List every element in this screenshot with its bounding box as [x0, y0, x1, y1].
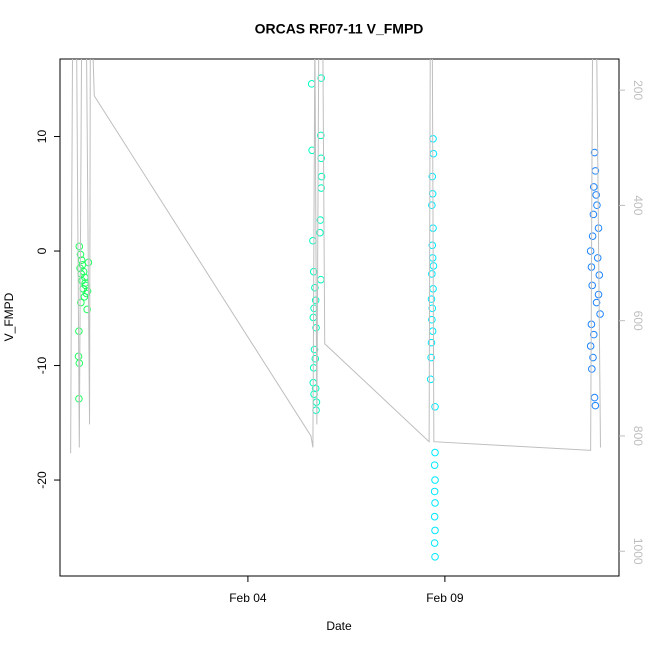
point [430, 487, 439, 496]
point [593, 254, 602, 262]
point [310, 345, 319, 354]
point [316, 228, 324, 237]
point [591, 401, 600, 410]
point [428, 315, 436, 324]
y2-tick-label: 1000 [631, 538, 645, 565]
point [428, 172, 437, 181]
point [428, 201, 436, 210]
point [431, 526, 439, 535]
y2-tick-label: 200 [631, 80, 645, 100]
point [311, 384, 320, 393]
point [588, 281, 597, 290]
point [596, 310, 604, 318]
point [427, 295, 436, 303]
point [428, 270, 436, 278]
point [431, 476, 439, 484]
point [311, 354, 320, 363]
point [430, 461, 439, 469]
point [428, 241, 437, 250]
point [428, 304, 437, 313]
point [80, 293, 89, 301]
point [316, 131, 325, 140]
point [83, 287, 92, 295]
point [77, 298, 85, 307]
y-tick-label: -20 [35, 471, 49, 489]
point [311, 283, 319, 292]
plot-frame [59, 58, 620, 577]
point [429, 149, 438, 158]
y2-tick-label: 600 [631, 311, 645, 331]
point [316, 275, 325, 284]
point [588, 232, 597, 240]
point [589, 210, 598, 219]
point [431, 402, 439, 411]
y2-tick-label: 800 [631, 426, 645, 446]
chart-title: ORCAS RF07-11 V_FMPD [255, 21, 424, 37]
point [427, 353, 435, 362]
point [590, 393, 599, 402]
point [427, 338, 436, 347]
point [431, 552, 439, 561]
y2-tick-label: 400 [631, 195, 645, 215]
point [311, 296, 320, 305]
point [593, 201, 601, 210]
y-tick-label: 0 [35, 247, 49, 254]
y-axis-title: V_FMPD [2, 292, 16, 341]
point [307, 80, 316, 88]
point [586, 247, 595, 255]
pressure-line [70, 59, 601, 454]
point [75, 242, 84, 251]
point [309, 236, 317, 245]
point [430, 539, 439, 547]
x-axis-title: Date [326, 619, 352, 633]
point [431, 448, 439, 457]
y-tick-label: -10 [35, 357, 49, 375]
point [588, 365, 596, 373]
point [589, 183, 598, 191]
point [430, 512, 439, 521]
point [428, 327, 437, 335]
point [431, 499, 439, 507]
x-tick-label: Feb 09 [426, 591, 464, 605]
point [589, 353, 597, 362]
x-tick-label: Feb 04 [229, 591, 267, 605]
point [426, 375, 435, 384]
y-tick-label: 10 [35, 130, 49, 144]
point [312, 406, 320, 414]
point [317, 74, 325, 82]
point [592, 191, 600, 199]
point [592, 298, 601, 307]
point [83, 305, 91, 314]
point [589, 330, 598, 339]
